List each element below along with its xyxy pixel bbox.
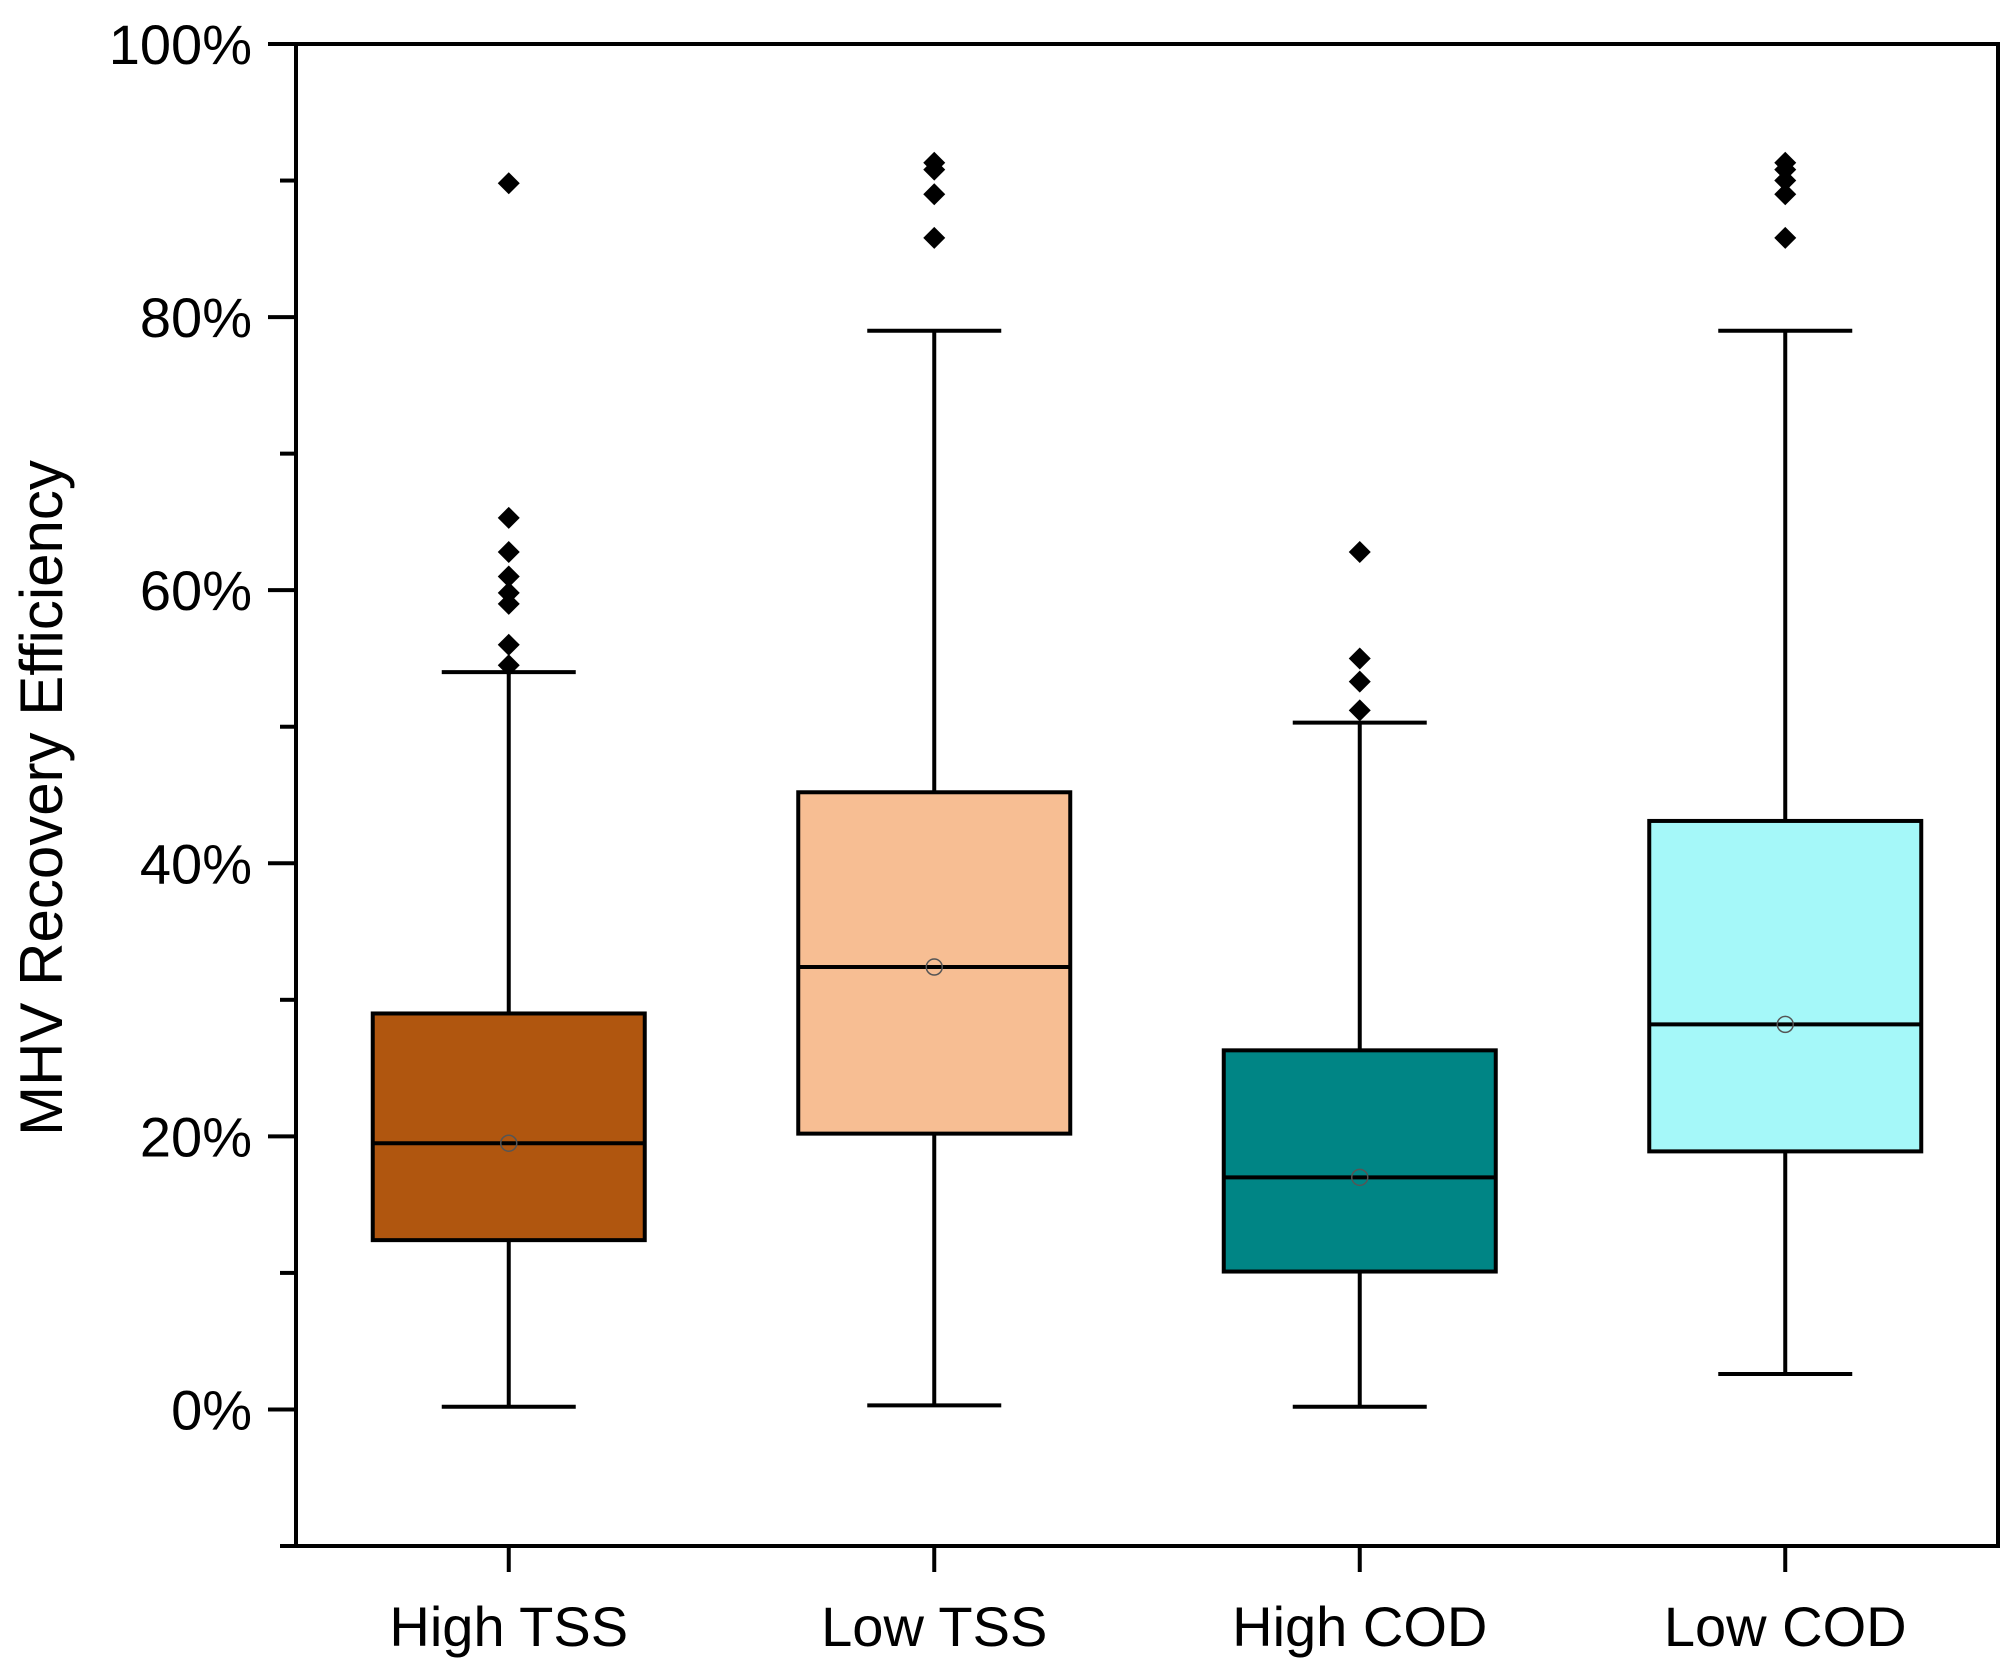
- plot-frame: [294, 42, 2000, 1548]
- box-group-low-tss: [796, 151, 1073, 1408]
- outlier-point: [497, 565, 520, 588]
- mean-marker: [925, 958, 943, 976]
- outlier-point: [497, 172, 520, 195]
- x-tick-label: High COD: [1232, 1595, 1487, 1658]
- x-tick-label: Low COD: [1664, 1595, 1907, 1658]
- outlier-point: [1348, 699, 1371, 722]
- box-group-high-cod: [1221, 540, 1498, 1409]
- axes: 0% 20% 40% 60% 80% 100% High TSS Low TSS High CO…: [109, 13, 2000, 1658]
- outlier-point: [497, 633, 520, 656]
- y-tick-label: 20%: [140, 1105, 252, 1168]
- plot-area: [370, 151, 1924, 1409]
- x-tick-label: Low TSS: [821, 1595, 1047, 1658]
- outlier-point: [1774, 151, 1797, 174]
- y-tick-label: 0%: [171, 1378, 252, 1441]
- outlier-point: [923, 226, 946, 249]
- x-tick-label: High TSS: [389, 1595, 628, 1658]
- mean-marker: [1351, 1168, 1369, 1187]
- outlier-point: [1348, 647, 1371, 670]
- outlier-point: [923, 151, 946, 174]
- outlier-point: [1348, 670, 1371, 693]
- mean-marker: [500, 1134, 518, 1152]
- box: [796, 790, 1073, 1136]
- y-tick-label: 40%: [140, 832, 252, 895]
- box: [1647, 818, 1924, 1154]
- mean-marker: [1776, 1015, 1794, 1034]
- outlier-point: [497, 506, 520, 529]
- box-group-low-cod: [1647, 151, 1924, 1376]
- outlier-point: [923, 183, 946, 206]
- outlier-point: [1774, 226, 1797, 249]
- box: [1221, 1048, 1498, 1274]
- outlier-point: [497, 654, 520, 677]
- outlier-point: [497, 581, 520, 604]
- box: [370, 1011, 647, 1243]
- y-tick-label: 80%: [140, 286, 252, 349]
- y-tick-label: 100%: [109, 13, 252, 76]
- y-axis-label: MHV Recovery Efficiency: [8, 460, 75, 1136]
- outlier-point: [1348, 540, 1371, 563]
- y-tick-label: 60%: [140, 559, 252, 622]
- outlier-point: [1774, 183, 1797, 206]
- outlier-point: [497, 540, 520, 563]
- box-group-high-tss: [370, 172, 647, 1409]
